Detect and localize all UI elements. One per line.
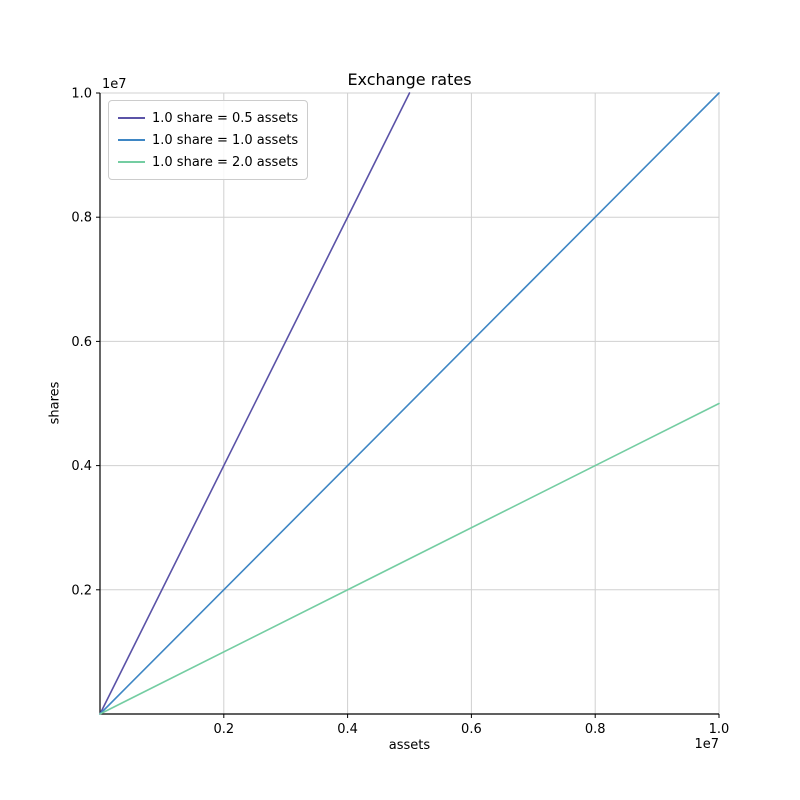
- legend-label: 1.0 share = 0.5 assets: [152, 110, 299, 126]
- y-axis-offset-text: 1e7: [102, 77, 127, 92]
- chart-title: Exchange rates: [347, 70, 472, 89]
- x-tick-label: 0.6: [461, 722, 482, 737]
- x-tick-label: 0.8: [585, 722, 606, 737]
- legend-item: 1.0 share = 0.5 assets: [118, 107, 298, 129]
- x-tick-label: 0.2: [213, 722, 234, 737]
- x-axis-label: assets: [388, 738, 431, 753]
- legend-item: 1.0 share = 2.0 assets: [118, 151, 298, 173]
- x-axis-offset-text: 1e7: [694, 737, 719, 752]
- legend-item: 1.0 share = 1.0 assets: [118, 129, 298, 151]
- legend-label: 1.0 share = 1.0 assets: [152, 132, 299, 148]
- series-line-0: [99, 92, 411, 715]
- legend: 1.0 share = 0.5 assets 1.0 share = 1.0 as…: [108, 100, 309, 180]
- y-tick-label: 0.4: [71, 459, 92, 474]
- legend-line-sample: [118, 117, 145, 119]
- legend-label: 1.0 share = 2.0 assets: [152, 154, 299, 170]
- series-line-1: [99, 92, 720, 715]
- y-axis-label: shares: [47, 381, 63, 425]
- y-tick-label: 0.8: [71, 211, 92, 226]
- y-tick-label: 0.2: [71, 583, 92, 598]
- y-tick-label: 0.6: [71, 335, 92, 350]
- series-line-2: [99, 402, 720, 715]
- legend-line-sample: [118, 139, 145, 141]
- x-tick-label: 1.0: [709, 722, 730, 737]
- y-tick-label: 1.0: [71, 87, 92, 102]
- x-tick-label: 0.4: [337, 722, 358, 737]
- legend-line-sample: [118, 161, 145, 163]
